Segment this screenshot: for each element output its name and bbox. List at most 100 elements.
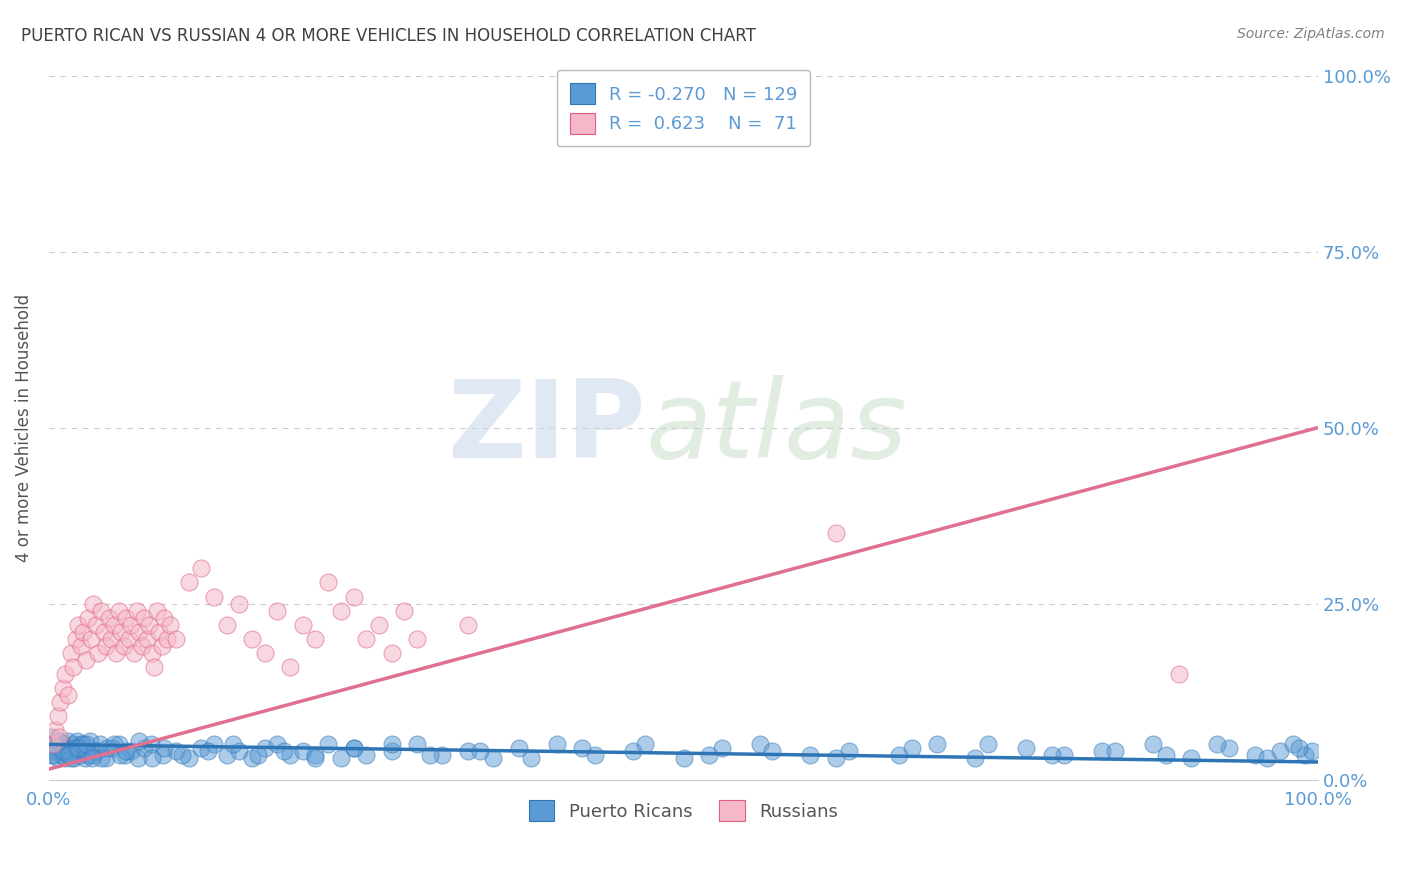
- Point: [135, 632, 157, 646]
- Point: [470, 744, 492, 758]
- Point: [761, 744, 783, 758]
- Point: [77, 610, 100, 624]
- Point: [304, 751, 326, 765]
- Point: [697, 747, 720, 762]
- Point: [1154, 747, 1177, 762]
- Point: [329, 751, 352, 765]
- Point: [215, 617, 238, 632]
- Point: [105, 646, 128, 660]
- Point: [342, 590, 364, 604]
- Point: [66, 734, 89, 748]
- Point: [59, 751, 82, 765]
- Point: [108, 747, 131, 762]
- Point: [107, 738, 129, 752]
- Point: [70, 738, 93, 752]
- Point: [59, 646, 82, 660]
- Point: [240, 751, 263, 765]
- Point: [67, 617, 90, 632]
- Point: [583, 747, 606, 762]
- Point: [55, 744, 77, 758]
- Point: [56, 734, 79, 748]
- Point: [457, 617, 479, 632]
- Point: [41, 747, 63, 762]
- Point: [965, 751, 987, 765]
- Point: [48, 734, 70, 748]
- Point: [42, 744, 65, 758]
- Point: [148, 624, 170, 639]
- Point: [94, 751, 117, 765]
- Point: [48, 731, 70, 745]
- Point: [159, 617, 181, 632]
- Point: [115, 744, 138, 758]
- Point: [356, 632, 378, 646]
- Point: [889, 747, 911, 762]
- Point: [153, 740, 176, 755]
- Point: [46, 751, 69, 765]
- Point: [73, 751, 96, 765]
- Point: [143, 660, 166, 674]
- Text: Source: ZipAtlas.com: Source: ZipAtlas.com: [1237, 27, 1385, 41]
- Point: [901, 740, 924, 755]
- Point: [1288, 740, 1310, 755]
- Point: [621, 744, 644, 758]
- Point: [1015, 740, 1038, 755]
- Point: [56, 688, 79, 702]
- Point: [49, 695, 72, 709]
- Point: [342, 740, 364, 755]
- Point: [1104, 744, 1126, 758]
- Point: [1301, 744, 1323, 758]
- Point: [58, 747, 80, 762]
- Point: [520, 751, 543, 765]
- Point: [41, 731, 63, 745]
- Point: [824, 526, 846, 541]
- Point: [291, 744, 314, 758]
- Point: [927, 738, 949, 752]
- Point: [101, 740, 124, 755]
- Point: [79, 734, 101, 748]
- Point: [131, 639, 153, 653]
- Point: [824, 751, 846, 765]
- Point: [86, 744, 108, 758]
- Point: [77, 747, 100, 762]
- Point: [152, 747, 174, 762]
- Point: [457, 744, 479, 758]
- Point: [202, 590, 225, 604]
- Point: [141, 646, 163, 660]
- Point: [508, 740, 530, 755]
- Point: [799, 747, 821, 762]
- Point: [82, 597, 104, 611]
- Point: [118, 632, 141, 646]
- Point: [63, 751, 86, 765]
- Point: [67, 747, 90, 762]
- Point: [42, 738, 65, 752]
- Point: [121, 744, 143, 758]
- Point: [838, 744, 860, 758]
- Point: [1256, 751, 1278, 765]
- Point: [215, 747, 238, 762]
- Point: [146, 604, 169, 618]
- Point: [977, 738, 1000, 752]
- Point: [76, 744, 98, 758]
- Point: [316, 575, 339, 590]
- Point: [316, 738, 339, 752]
- Point: [67, 740, 90, 755]
- Point: [304, 747, 326, 762]
- Point: [42, 747, 65, 762]
- Point: [48, 734, 70, 748]
- Point: [381, 738, 404, 752]
- Point: [266, 604, 288, 618]
- Point: [115, 610, 138, 624]
- Point: [253, 646, 276, 660]
- Point: [93, 624, 115, 639]
- Point: [571, 740, 593, 755]
- Point: [51, 747, 73, 762]
- Point: [65, 632, 87, 646]
- Point: [228, 597, 250, 611]
- Point: [122, 646, 145, 660]
- Point: [1205, 738, 1227, 752]
- Point: [45, 740, 67, 755]
- Point: [165, 632, 187, 646]
- Point: [406, 632, 429, 646]
- Y-axis label: 4 or more Vehicles in Household: 4 or more Vehicles in Household: [15, 293, 32, 562]
- Point: [139, 738, 162, 752]
